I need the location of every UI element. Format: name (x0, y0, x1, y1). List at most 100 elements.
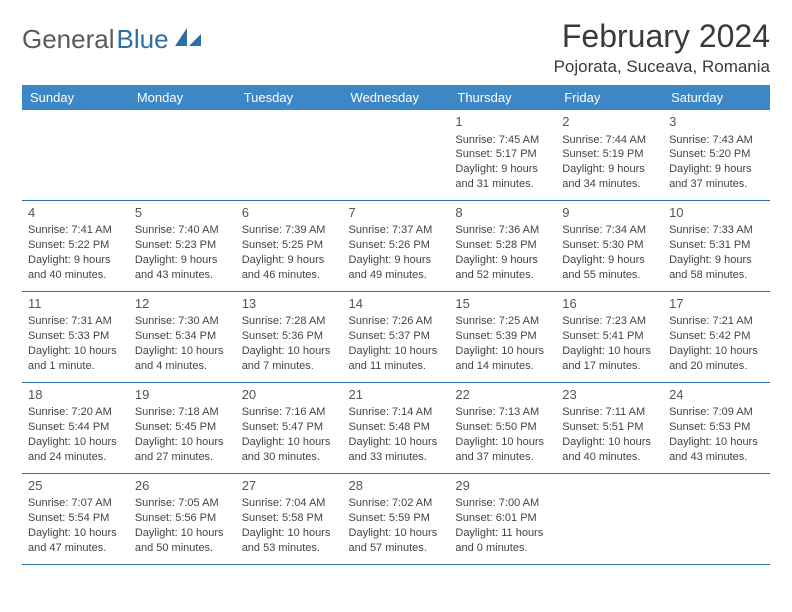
footer-rule (22, 564, 770, 565)
sunrise-line: Sunrise: 7:21 AM (669, 314, 764, 329)
day-number: 18 (28, 386, 123, 404)
sunrise-line: Sunrise: 7:41 AM (28, 223, 123, 238)
day-number: 6 (242, 204, 337, 222)
day-number: 29 (455, 477, 550, 495)
daylight-line: Daylight: 9 hours and 40 minutes. (28, 253, 123, 283)
day-number: 2 (562, 113, 657, 131)
calendar-cell: 10Sunrise: 7:33 AMSunset: 5:31 PMDayligh… (663, 200, 770, 291)
sunset-line: Sunset: 5:41 PM (562, 329, 657, 344)
calendar-cell: 2Sunrise: 7:44 AMSunset: 5:19 PMDaylight… (556, 110, 663, 200)
brand-part2: Blue (117, 24, 169, 55)
calendar-cell: 24Sunrise: 7:09 AMSunset: 5:53 PMDayligh… (663, 382, 770, 473)
sunrise-line: Sunrise: 7:44 AM (562, 133, 657, 148)
day-number: 27 (242, 477, 337, 495)
sunset-line: Sunset: 5:42 PM (669, 329, 764, 344)
weekday-header: Sunday (22, 85, 129, 110)
weekday-header: Tuesday (236, 85, 343, 110)
sunset-line: Sunset: 5:50 PM (455, 420, 550, 435)
calendar-cell: 6Sunrise: 7:39 AMSunset: 5:25 PMDaylight… (236, 200, 343, 291)
day-number: 4 (28, 204, 123, 222)
sunrise-line: Sunrise: 7:04 AM (242, 496, 337, 511)
sunset-line: Sunset: 5:19 PM (562, 147, 657, 162)
daylight-line: Daylight: 10 hours and 1 minute. (28, 344, 123, 374)
sunset-line: Sunset: 5:39 PM (455, 329, 550, 344)
calendar-cell-empty (129, 110, 236, 200)
daylight-line: Daylight: 10 hours and 11 minutes. (349, 344, 444, 374)
daylight-line: Daylight: 10 hours and 50 minutes. (135, 526, 230, 556)
calendar-body: 1Sunrise: 7:45 AMSunset: 5:17 PMDaylight… (22, 110, 770, 564)
title-block: February 2024 Pojorata, Suceava, Romania (554, 18, 770, 77)
weekday-header: Monday (129, 85, 236, 110)
sunrise-line: Sunrise: 7:39 AM (242, 223, 337, 238)
day-number: 7 (349, 204, 444, 222)
sunrise-line: Sunrise: 7:30 AM (135, 314, 230, 329)
daylight-line: Daylight: 10 hours and 14 minutes. (455, 344, 550, 374)
sunset-line: Sunset: 5:23 PM (135, 238, 230, 253)
calendar-cell: 14Sunrise: 7:26 AMSunset: 5:37 PMDayligh… (343, 291, 450, 382)
sunrise-line: Sunrise: 7:09 AM (669, 405, 764, 420)
sunrise-line: Sunrise: 7:00 AM (455, 496, 550, 511)
calendar-cell: 11Sunrise: 7:31 AMSunset: 5:33 PMDayligh… (22, 291, 129, 382)
daylight-line: Daylight: 10 hours and 17 minutes. (562, 344, 657, 374)
daylight-line: Daylight: 10 hours and 57 minutes. (349, 526, 444, 556)
calendar-cell: 18Sunrise: 7:20 AMSunset: 5:44 PMDayligh… (22, 382, 129, 473)
calendar-cell-empty (343, 110, 450, 200)
sunset-line: Sunset: 5:59 PM (349, 511, 444, 526)
sunrise-line: Sunrise: 7:43 AM (669, 133, 764, 148)
sunset-line: Sunset: 5:31 PM (669, 238, 764, 253)
sunset-line: Sunset: 5:20 PM (669, 147, 764, 162)
sunset-line: Sunset: 5:56 PM (135, 511, 230, 526)
daylight-line: Daylight: 9 hours and 46 minutes. (242, 253, 337, 283)
sunrise-line: Sunrise: 7:13 AM (455, 405, 550, 420)
sunrise-line: Sunrise: 7:20 AM (28, 405, 123, 420)
brand-logo: GeneralBlue (22, 18, 201, 55)
calendar-cell: 1Sunrise: 7:45 AMSunset: 5:17 PMDaylight… (449, 110, 556, 200)
weekday-header: Friday (556, 85, 663, 110)
calendar-cell: 16Sunrise: 7:23 AMSunset: 5:41 PMDayligh… (556, 291, 663, 382)
day-number: 17 (669, 295, 764, 313)
sunset-line: Sunset: 5:36 PM (242, 329, 337, 344)
calendar-row: 11Sunrise: 7:31 AMSunset: 5:33 PMDayligh… (22, 291, 770, 382)
sunrise-line: Sunrise: 7:25 AM (455, 314, 550, 329)
calendar-row: 18Sunrise: 7:20 AMSunset: 5:44 PMDayligh… (22, 382, 770, 473)
daylight-line: Daylight: 10 hours and 24 minutes. (28, 435, 123, 465)
daylight-line: Daylight: 10 hours and 7 minutes. (242, 344, 337, 374)
sunrise-line: Sunrise: 7:45 AM (455, 133, 550, 148)
day-number: 10 (669, 204, 764, 222)
daylight-line: Daylight: 10 hours and 27 minutes. (135, 435, 230, 465)
daylight-line: Daylight: 10 hours and 53 minutes. (242, 526, 337, 556)
calendar-cell: 12Sunrise: 7:30 AMSunset: 5:34 PMDayligh… (129, 291, 236, 382)
daylight-line: Daylight: 10 hours and 43 minutes. (669, 435, 764, 465)
sunrise-line: Sunrise: 7:26 AM (349, 314, 444, 329)
calendar-header-row: SundayMondayTuesdayWednesdayThursdayFrid… (22, 85, 770, 110)
daylight-line: Daylight: 9 hours and 52 minutes. (455, 253, 550, 283)
weekday-header: Saturday (663, 85, 770, 110)
day-number: 20 (242, 386, 337, 404)
brand-part1: General (22, 24, 115, 55)
calendar-cell: 5Sunrise: 7:40 AMSunset: 5:23 PMDaylight… (129, 200, 236, 291)
sunrise-line: Sunrise: 7:23 AM (562, 314, 657, 329)
day-number: 11 (28, 295, 123, 313)
sunset-line: Sunset: 5:37 PM (349, 329, 444, 344)
calendar-cell-empty (663, 473, 770, 563)
calendar-cell-empty (556, 473, 663, 563)
daylight-line: Daylight: 9 hours and 49 minutes. (349, 253, 444, 283)
day-number: 1 (455, 113, 550, 131)
sunrise-line: Sunrise: 7:18 AM (135, 405, 230, 420)
sunrise-line: Sunrise: 7:11 AM (562, 405, 657, 420)
day-number: 19 (135, 386, 230, 404)
daylight-line: Daylight: 9 hours and 55 minutes. (562, 253, 657, 283)
sunrise-line: Sunrise: 7:02 AM (349, 496, 444, 511)
sunset-line: Sunset: 5:22 PM (28, 238, 123, 253)
day-number: 9 (562, 204, 657, 222)
calendar-cell: 22Sunrise: 7:13 AMSunset: 5:50 PMDayligh… (449, 382, 556, 473)
calendar-cell: 26Sunrise: 7:05 AMSunset: 5:56 PMDayligh… (129, 473, 236, 563)
day-number: 12 (135, 295, 230, 313)
day-number: 8 (455, 204, 550, 222)
sunset-line: Sunset: 5:34 PM (135, 329, 230, 344)
sunrise-line: Sunrise: 7:37 AM (349, 223, 444, 238)
day-number: 25 (28, 477, 123, 495)
sunrise-line: Sunrise: 7:40 AM (135, 223, 230, 238)
calendar-cell: 3Sunrise: 7:43 AMSunset: 5:20 PMDaylight… (663, 110, 770, 200)
sunset-line: Sunset: 5:48 PM (349, 420, 444, 435)
